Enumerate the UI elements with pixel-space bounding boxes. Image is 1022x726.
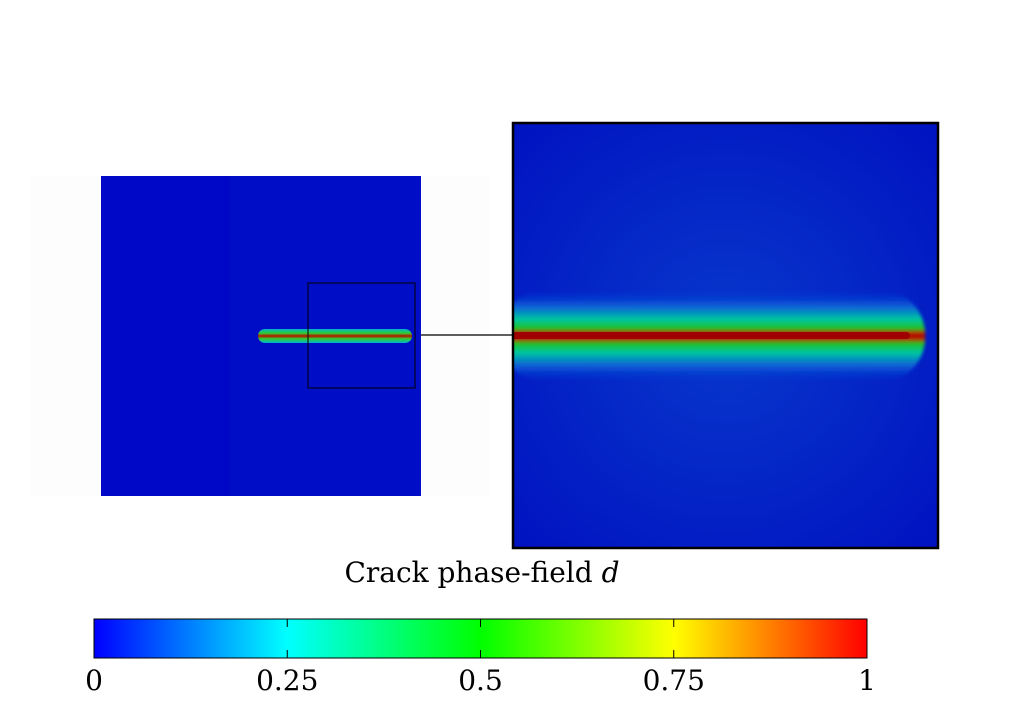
zoomed-crack-core xyxy=(513,332,910,339)
colorbar xyxy=(93,618,868,659)
full-domain-plot xyxy=(101,176,421,496)
colorbar-tick-label: 1 xyxy=(858,664,876,697)
colorbar-tick-label: 0 xyxy=(85,664,103,697)
colorbar-tick-label: 0.5 xyxy=(458,664,503,697)
colorbar-tick-label: 0.25 xyxy=(256,664,319,697)
full-domain-crack xyxy=(258,329,412,343)
zoomed-domain-plot xyxy=(511,121,940,550)
colorbar-tick-label: 0.75 xyxy=(642,664,705,697)
caption-text: Crack phase-field xyxy=(344,556,593,589)
caption-variable: d xyxy=(601,556,620,589)
zoomed-frame xyxy=(511,121,940,550)
colorbar-caption: Crack phase-field d xyxy=(0,556,964,589)
colorbar-ticks xyxy=(93,619,868,658)
zoom-region-box xyxy=(307,282,416,389)
